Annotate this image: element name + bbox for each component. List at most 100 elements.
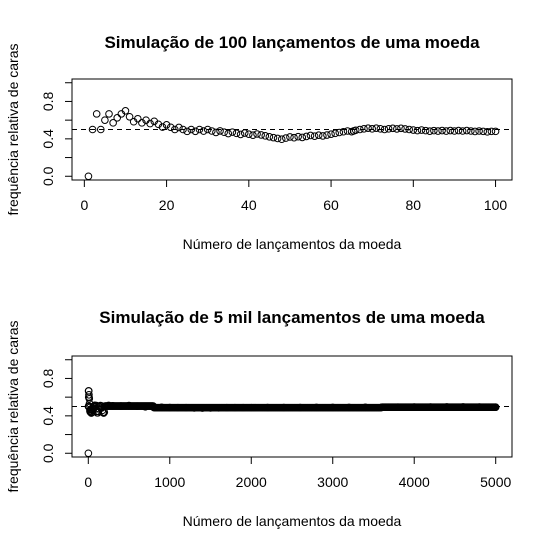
x-axis-label: Número de lançamentos da moeda bbox=[183, 236, 402, 252]
data-point bbox=[273, 134, 282, 143]
data-point bbox=[360, 125, 368, 133]
data-point bbox=[306, 131, 315, 140]
x-tick-label: 2000 bbox=[236, 474, 267, 490]
data-point bbox=[228, 128, 237, 136]
data-point bbox=[393, 125, 401, 133]
data-point bbox=[257, 131, 265, 139]
data-point bbox=[138, 119, 146, 127]
data-point bbox=[417, 126, 426, 134]
data-point bbox=[290, 133, 298, 142]
data-point bbox=[208, 127, 216, 135]
data-point bbox=[323, 131, 331, 139]
data-series bbox=[84, 387, 500, 458]
data-point bbox=[179, 125, 187, 134]
y-tick-label: 0.0 bbox=[40, 166, 56, 186]
data-point bbox=[438, 126, 446, 135]
data-point bbox=[199, 127, 208, 135]
data-point bbox=[298, 133, 307, 142]
chart-panel-1: Simulação de 100 lançamentos de uma moed… bbox=[5, 33, 513, 252]
x-tick-label: 1000 bbox=[154, 474, 185, 490]
data-series bbox=[84, 106, 500, 181]
data-point bbox=[96, 125, 105, 134]
data-point bbox=[220, 128, 228, 137]
data-point bbox=[224, 129, 233, 138]
x-tick-label: 5000 bbox=[480, 474, 511, 490]
data-point bbox=[314, 131, 323, 140]
data-point bbox=[351, 126, 360, 135]
data-point bbox=[430, 126, 438, 135]
data-point bbox=[458, 127, 467, 135]
data-point bbox=[421, 126, 430, 135]
x-tick-label: 0 bbox=[80, 197, 88, 213]
data-point bbox=[191, 127, 200, 136]
data-point bbox=[462, 126, 471, 135]
data-point bbox=[335, 128, 344, 137]
data-point bbox=[109, 119, 117, 127]
y-axis-label: frequência relativa de caras bbox=[5, 321, 21, 493]
data-point bbox=[84, 449, 93, 458]
y-tick-label: 0.0 bbox=[40, 443, 56, 463]
data-point bbox=[269, 133, 278, 142]
data-point bbox=[195, 125, 204, 134]
data-point bbox=[240, 129, 249, 137]
data-point bbox=[384, 125, 393, 133]
data-point bbox=[310, 132, 319, 140]
data-point bbox=[372, 124, 381, 132]
data-point bbox=[85, 391, 93, 399]
data-point bbox=[261, 132, 270, 140]
data-point bbox=[85, 394, 94, 403]
data-point bbox=[105, 110, 113, 118]
data-point bbox=[425, 127, 434, 135]
data-point bbox=[491, 127, 500, 136]
chart-title: Simulação de 5 mil lançamentos de uma mo… bbox=[99, 308, 485, 327]
y-tick-label: 0.8 bbox=[40, 369, 56, 389]
y-tick-label: 0.4 bbox=[40, 406, 56, 426]
data-point bbox=[92, 110, 101, 118]
data-point bbox=[158, 123, 167, 131]
chart-panel-2: Simulação de 5 mil lançamentos de uma mo… bbox=[5, 308, 513, 529]
data-point bbox=[277, 135, 286, 144]
data-point bbox=[339, 127, 348, 136]
data-point bbox=[450, 127, 459, 135]
data-point bbox=[376, 125, 385, 133]
data-point bbox=[487, 127, 496, 136]
data-point bbox=[319, 132, 327, 140]
data-point bbox=[479, 127, 488, 136]
data-point bbox=[133, 114, 142, 123]
data-point bbox=[171, 125, 179, 134]
x-axis-label: Número de lançamentos da moeda bbox=[183, 513, 402, 529]
y-axis-label: frequência relativa de caras bbox=[5, 44, 21, 216]
x-tick-label: 60 bbox=[323, 197, 339, 213]
data-point bbox=[212, 128, 220, 137]
x-tick-label: 100 bbox=[484, 197, 508, 213]
data-point bbox=[286, 133, 294, 141]
x-tick-label: 40 bbox=[241, 197, 257, 213]
data-point bbox=[471, 127, 479, 136]
data-point bbox=[166, 123, 175, 132]
chart-title: Simulação de 100 lançamentos de uma moed… bbox=[104, 33, 480, 52]
x-tick-label: 3000 bbox=[317, 474, 348, 490]
dense-point-band bbox=[84, 401, 500, 417]
data-point bbox=[356, 125, 364, 134]
data-point bbox=[265, 132, 274, 141]
data-point bbox=[331, 129, 339, 138]
data-point bbox=[183, 127, 191, 136]
data-point bbox=[475, 127, 483, 135]
data-point bbox=[294, 132, 302, 141]
data-point bbox=[121, 106, 130, 115]
data-point bbox=[413, 126, 422, 135]
data-point bbox=[442, 127, 451, 135]
data-point bbox=[101, 116, 109, 124]
data-point bbox=[434, 127, 442, 135]
data-point bbox=[245, 130, 253, 138]
data-point bbox=[232, 129, 241, 138]
data-point bbox=[162, 121, 171, 129]
data-point bbox=[236, 130, 245, 139]
data-point bbox=[368, 125, 376, 133]
y-tick-label: 0.8 bbox=[40, 92, 56, 112]
data-point bbox=[282, 134, 290, 142]
data-point bbox=[467, 127, 475, 135]
data-point bbox=[446, 126, 455, 135]
data-point bbox=[454, 126, 463, 135]
data-point bbox=[409, 126, 418, 134]
